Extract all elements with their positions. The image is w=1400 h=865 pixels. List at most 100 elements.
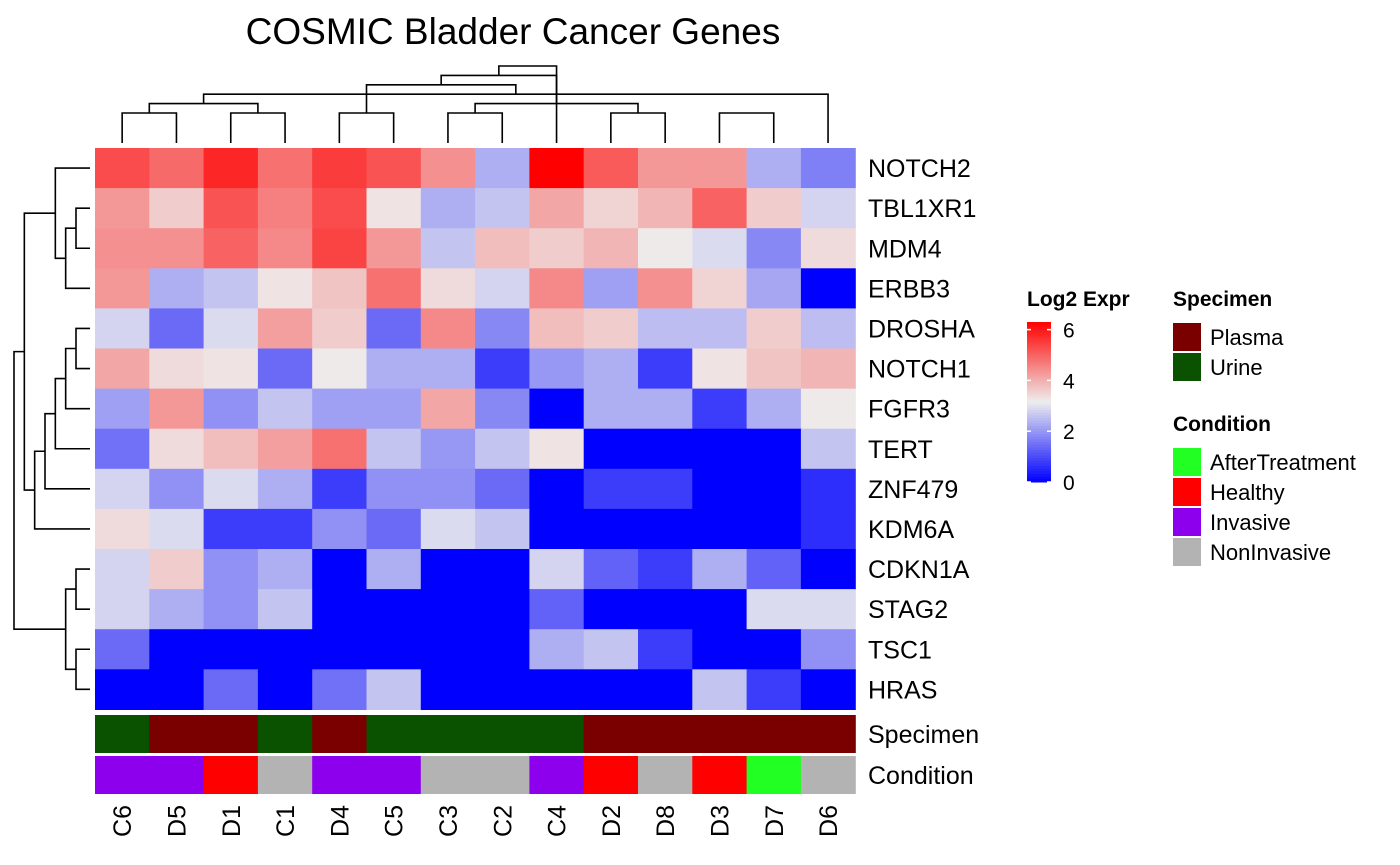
heatmap-cell — [529, 148, 585, 189]
legend-label: NonInvasive — [1210, 540, 1331, 565]
heatmap-cell — [800, 508, 856, 550]
dendrogram-branch — [64, 347, 90, 410]
colorbar-segment — [1027, 386, 1051, 390]
legend-label: Urine — [1210, 355, 1263, 380]
heatmap-cell — [638, 589, 693, 630]
heatmap-cell — [583, 228, 639, 269]
column-dendrogram — [121, 65, 829, 143]
heatmap-cell — [800, 428, 856, 470]
row-label: HRAS — [868, 676, 937, 704]
colorbar-title: Log2 Expr — [1027, 288, 1130, 311]
heatmap-cell — [475, 468, 530, 510]
row-label: FGFR3 — [868, 396, 950, 424]
colorbar-segment — [1027, 423, 1051, 427]
dendrogram-branch — [75, 207, 90, 250]
heatmap-cell — [692, 629, 748, 670]
heatmap-cell — [583, 468, 639, 510]
heatmap-cell — [420, 549, 476, 590]
heatmap-cell — [638, 148, 693, 189]
heatmap-cell — [95, 428, 150, 470]
column-label: D6 — [815, 805, 843, 837]
heatmap-cell — [366, 629, 422, 670]
heatmap-cell — [366, 348, 422, 390]
colorbar-segment — [1027, 471, 1051, 475]
colorbar-segment — [1027, 407, 1051, 411]
heatmap-cell — [420, 388, 476, 430]
heatmap-cell — [95, 669, 150, 710]
heatmap-cells — [95, 148, 856, 710]
column-label: D5 — [163, 805, 191, 837]
heatmap-cell — [366, 549, 422, 590]
colorbar-segment — [1027, 436, 1051, 440]
heatmap-cell — [583, 629, 639, 670]
heatmap-cell — [312, 508, 368, 550]
colorbar-segment — [1027, 474, 1051, 478]
heatmap-cell — [746, 549, 802, 590]
heatmap-cell — [95, 388, 150, 430]
heatmap-cell — [203, 468, 259, 510]
colorbar-segment — [1027, 346, 1051, 350]
heatmap-cell — [475, 348, 530, 390]
heatmap-cell — [366, 589, 422, 630]
heatmap-cell — [312, 268, 368, 309]
row-label: TERT — [868, 436, 933, 464]
heatmap-cell — [746, 669, 802, 710]
row-label: NOTCH2 — [868, 155, 971, 183]
colorbar-segment — [1027, 340, 1051, 344]
heatmap-cell — [420, 428, 476, 470]
heatmap-cell — [529, 589, 585, 630]
heatmap-cell — [312, 348, 368, 390]
dendrogram-branch — [610, 112, 666, 143]
heatmap-cell — [420, 228, 476, 269]
colorbar-segment — [1027, 460, 1051, 464]
colorbar-segment — [1027, 431, 1051, 435]
annotation-cell — [203, 715, 259, 753]
heatmap-cell — [583, 428, 639, 470]
heatmap-cell — [257, 589, 313, 630]
heatmap-cell — [746, 629, 802, 670]
heatmap-cell — [475, 388, 530, 430]
row-dendrogram — [13, 167, 90, 691]
dendrogram-branch — [148, 102, 259, 113]
colorbar-segment — [1027, 426, 1051, 430]
annotation-cell — [149, 756, 205, 794]
heatmap-cell — [149, 388, 205, 430]
heatmap-cell — [638, 268, 693, 309]
heatmap-cell — [583, 308, 639, 350]
annotation-cell — [366, 756, 422, 794]
heatmap-cell — [529, 669, 585, 710]
chart-title: COSMIC Bladder Cancer Genes — [246, 11, 781, 52]
annotation-legends: Specimen Plasma Urine Condition AfterTreatme… — [1173, 288, 1356, 566]
heatmap-cell — [95, 308, 150, 350]
heatmap-cell — [800, 388, 856, 430]
colorbar-segment — [1027, 354, 1051, 358]
column-label: D8 — [652, 805, 680, 837]
heatmap-cell — [257, 348, 313, 390]
heatmap-cell — [420, 308, 476, 350]
annotation-cell — [257, 756, 313, 794]
colorbar-segment — [1027, 327, 1051, 331]
heatmap-cell — [475, 148, 530, 189]
dendrogram-branch — [44, 412, 90, 490]
colorbar-segment — [1027, 362, 1051, 366]
annotation-cell — [149, 715, 205, 753]
heatmap-cell — [203, 629, 259, 670]
colorbar-segment — [1027, 388, 1051, 392]
column-labels: C6 D5 D1 C1 D4 C5 C3 C2 C4 D2 D8 D3 D7 D6 — [109, 805, 843, 837]
heatmap-cell — [95, 348, 150, 390]
heatmap-cell — [638, 348, 693, 390]
heatmap-cell — [746, 308, 802, 350]
annotation-cell — [257, 715, 313, 753]
dendrogram-branch — [75, 648, 90, 691]
annotation-cell — [638, 756, 693, 794]
row-label: TBL1XR1 — [868, 195, 976, 223]
heatmap-cell — [95, 589, 150, 630]
heatmap-cell — [312, 148, 368, 189]
dendrogram-branch — [23, 212, 56, 491]
heatmap-cell — [475, 629, 530, 670]
heatmap-cell — [312, 188, 368, 229]
heatmap-cell — [529, 268, 585, 309]
heatmap-cell — [746, 428, 802, 470]
heatmap-cell — [800, 629, 856, 670]
